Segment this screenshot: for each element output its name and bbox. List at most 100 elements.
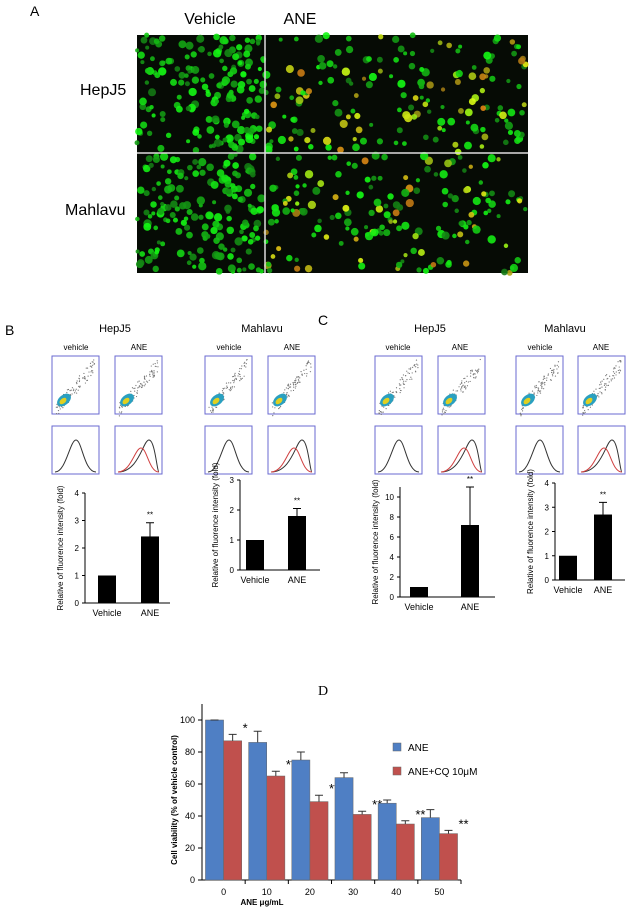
cell: [184, 73, 189, 78]
significance: **: [294, 497, 300, 506]
cell: [219, 58, 224, 64]
event: [272, 406, 274, 408]
cell: [239, 229, 244, 235]
event: [153, 374, 155, 376]
event: [543, 382, 545, 384]
cell: [137, 51, 145, 59]
event: [310, 366, 312, 368]
density-core: [275, 397, 283, 405]
cell: [483, 51, 492, 60]
event: [88, 371, 90, 373]
event: [605, 383, 607, 385]
significance: **: [600, 490, 606, 499]
cell: [487, 235, 496, 244]
cell: [437, 40, 443, 46]
cell: [248, 153, 257, 161]
event: [476, 372, 479, 374]
y-tick-label: 4: [390, 553, 395, 562]
event: [539, 392, 542, 394]
event: [233, 382, 235, 384]
event: [462, 391, 464, 393]
event: [408, 368, 410, 370]
cell: [350, 108, 356, 114]
cell: [451, 194, 459, 203]
cell: [248, 85, 256, 92]
event: [537, 390, 539, 392]
event: [617, 369, 619, 372]
cell: [223, 118, 229, 124]
event: [154, 362, 156, 365]
cell: [293, 190, 300, 196]
event: [408, 372, 411, 375]
cell: [236, 125, 246, 135]
event: [541, 381, 543, 383]
event: [546, 379, 548, 381]
event: [540, 384, 542, 386]
event: [536, 394, 538, 397]
event: [310, 363, 312, 365]
cell: [514, 257, 521, 264]
event: [234, 374, 236, 376]
bar: [421, 817, 440, 881]
event: [295, 385, 297, 387]
event: [461, 387, 463, 389]
event: [279, 406, 282, 408]
event: [294, 380, 296, 382]
cell: [180, 219, 187, 226]
cell: [359, 137, 367, 145]
event: [75, 382, 78, 384]
event: [149, 371, 151, 373]
cell: [224, 48, 233, 58]
cell: [157, 195, 163, 200]
cell: [470, 123, 479, 132]
event: [153, 370, 155, 372]
cell: [245, 248, 252, 255]
event: [292, 389, 295, 392]
y-tick-label: 3: [545, 503, 550, 512]
legend-swatch: [392, 766, 402, 776]
event: [212, 408, 214, 410]
event: [230, 386, 232, 388]
cell: [342, 204, 350, 212]
cell: [346, 161, 352, 166]
event: [417, 367, 419, 369]
density-core: [212, 397, 220, 405]
event: [156, 362, 159, 364]
cell: [409, 32, 416, 39]
x-tick-label: 20: [305, 887, 315, 897]
cell: [508, 190, 516, 198]
event: [543, 375, 545, 377]
cell: [198, 214, 204, 220]
cell: [348, 81, 354, 86]
event: [466, 375, 468, 377]
event: [230, 387, 232, 390]
event: [541, 387, 543, 389]
x-tick-label: ANE: [141, 608, 160, 618]
cell: [159, 60, 166, 67]
cell: [266, 267, 273, 274]
event: [464, 377, 466, 379]
cell: [183, 216, 189, 221]
event: [587, 409, 589, 411]
event: [230, 389, 232, 391]
event: [149, 373, 151, 375]
event: [582, 407, 584, 409]
cell: [312, 186, 321, 195]
event: [157, 366, 159, 368]
bar: [288, 516, 306, 570]
cell: [238, 60, 243, 66]
panel-label: C: [318, 312, 328, 328]
event: [551, 373, 554, 375]
event: [135, 395, 138, 398]
cell: [201, 223, 209, 231]
y-tick-label: 0: [230, 566, 235, 575]
bar: [410, 587, 428, 597]
bar: [594, 514, 612, 580]
bar: [291, 759, 311, 881]
cell: [226, 91, 234, 99]
event: [234, 375, 236, 377]
event: [75, 388, 77, 390]
event: [93, 362, 96, 365]
cell: [351, 162, 358, 169]
event: [603, 378, 605, 380]
